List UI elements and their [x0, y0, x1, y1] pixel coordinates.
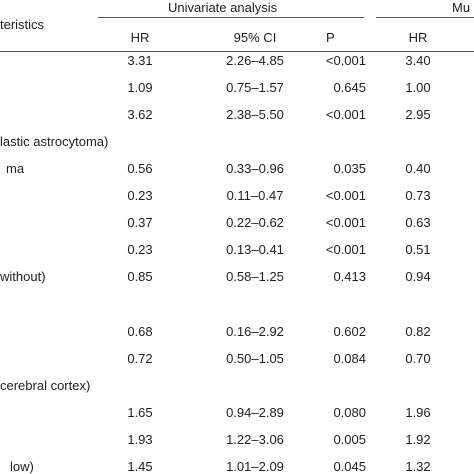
- header-bottom-rule: [0, 51, 474, 52]
- header-p: P: [326, 30, 335, 45]
- cell-p: 0.045: [333, 459, 366, 474]
- cell-hr: 1.93: [127, 432, 153, 447]
- cell-ci: 0.11–0.47: [226, 188, 284, 203]
- cell-hr-multivariate: 0.94: [405, 269, 431, 284]
- cell-p: 0.084: [333, 351, 366, 366]
- cell-hr: 0.23: [127, 242, 153, 257]
- header-hr-multivariate: HR: [408, 30, 428, 45]
- cell-hr-multivariate: 2.95: [405, 107, 431, 122]
- cell-hr: 0.68: [127, 324, 153, 339]
- cell-hr-multivariate: 0.70: [405, 351, 431, 366]
- cell-ci: 0.33–0.96: [226, 161, 284, 176]
- cell-hr-multivariate: 1.96: [405, 405, 431, 420]
- header-multivariate-analysis: Mu: [452, 0, 471, 15]
- cell-p: <0.001: [325, 53, 366, 68]
- cell-p: <0.001: [325, 188, 366, 203]
- row-label: cerebral cortex): [0, 378, 91, 393]
- header-hr: HR: [130, 30, 150, 45]
- cell-hr: 3.31: [127, 53, 153, 68]
- header-top-rule: [98, 17, 364, 18]
- cell-hr: 0.85: [127, 269, 153, 284]
- row-label: lastic astrocytoma): [0, 134, 109, 149]
- cell-ci: 0.75–1.57: [226, 80, 284, 95]
- cell-hr-multivariate: 1.00: [405, 80, 431, 95]
- cell-ci: 0.13–0.41: [226, 242, 284, 257]
- cell-hr-multivariate: 3.40: [405, 53, 431, 68]
- cell-hr: 1.09: [127, 80, 153, 95]
- row-label: without): [0, 269, 46, 284]
- cell-hr: 1.45: [127, 459, 153, 474]
- header-univariate-analysis: Univariate analysis: [168, 0, 278, 15]
- cell-p: <0.001: [325, 215, 366, 230]
- cell-p: 0.645: [333, 80, 366, 95]
- header-95-ci: 95% CI: [233, 30, 277, 45]
- cell-p: 0.413: [333, 269, 366, 284]
- cell-p: 0.005: [333, 432, 366, 447]
- cell-hr-multivariate: 0.51: [405, 242, 431, 257]
- cell-p: 0.080: [333, 405, 366, 420]
- cell-ci: 0.22–0.62: [226, 215, 284, 230]
- cell-ci: 0.58–1.25: [226, 269, 284, 284]
- cell-p: 0.602: [333, 324, 366, 339]
- cell-hr-multivariate: 1.32: [405, 459, 431, 474]
- cell-hr: 0.37: [127, 215, 153, 230]
- cell-hr: 1.65: [127, 405, 153, 420]
- header-characteristics: teristics: [0, 17, 45, 32]
- cell-ci: 1.22–3.06: [226, 432, 284, 447]
- cell-hr-multivariate: 0.40: [405, 161, 431, 176]
- cell-p: 0.035: [333, 161, 366, 176]
- cell-ci: 0.16–2.92: [226, 324, 284, 339]
- cell-hr-multivariate: 0.63: [405, 215, 431, 230]
- row-label: ma: [6, 161, 25, 176]
- row-label: low): [10, 459, 34, 474]
- cell-hr: 0.23: [127, 188, 153, 203]
- header-top-rule-multivariate: [376, 17, 474, 18]
- cell-hr-multivariate: 0.73: [405, 188, 431, 203]
- cell-ci: 1.01–2.09: [226, 459, 284, 474]
- cell-ci: 2.38–5.50: [226, 107, 284, 122]
- cell-hr: 3.62: [127, 107, 153, 122]
- cell-ci: 0.94–2.89: [226, 405, 284, 420]
- cell-hr-multivariate: 1.92: [405, 432, 431, 447]
- cell-p: <0.001: [325, 242, 366, 257]
- cell-ci: 2.26–4.85: [226, 53, 284, 68]
- cell-p: <0.001: [325, 107, 366, 122]
- cell-hr: 0.72: [127, 351, 153, 366]
- cell-ci: 0.50–1.05: [226, 351, 284, 366]
- cell-hr-multivariate: 0.82: [405, 324, 431, 339]
- cell-hr: 0.56: [127, 161, 153, 176]
